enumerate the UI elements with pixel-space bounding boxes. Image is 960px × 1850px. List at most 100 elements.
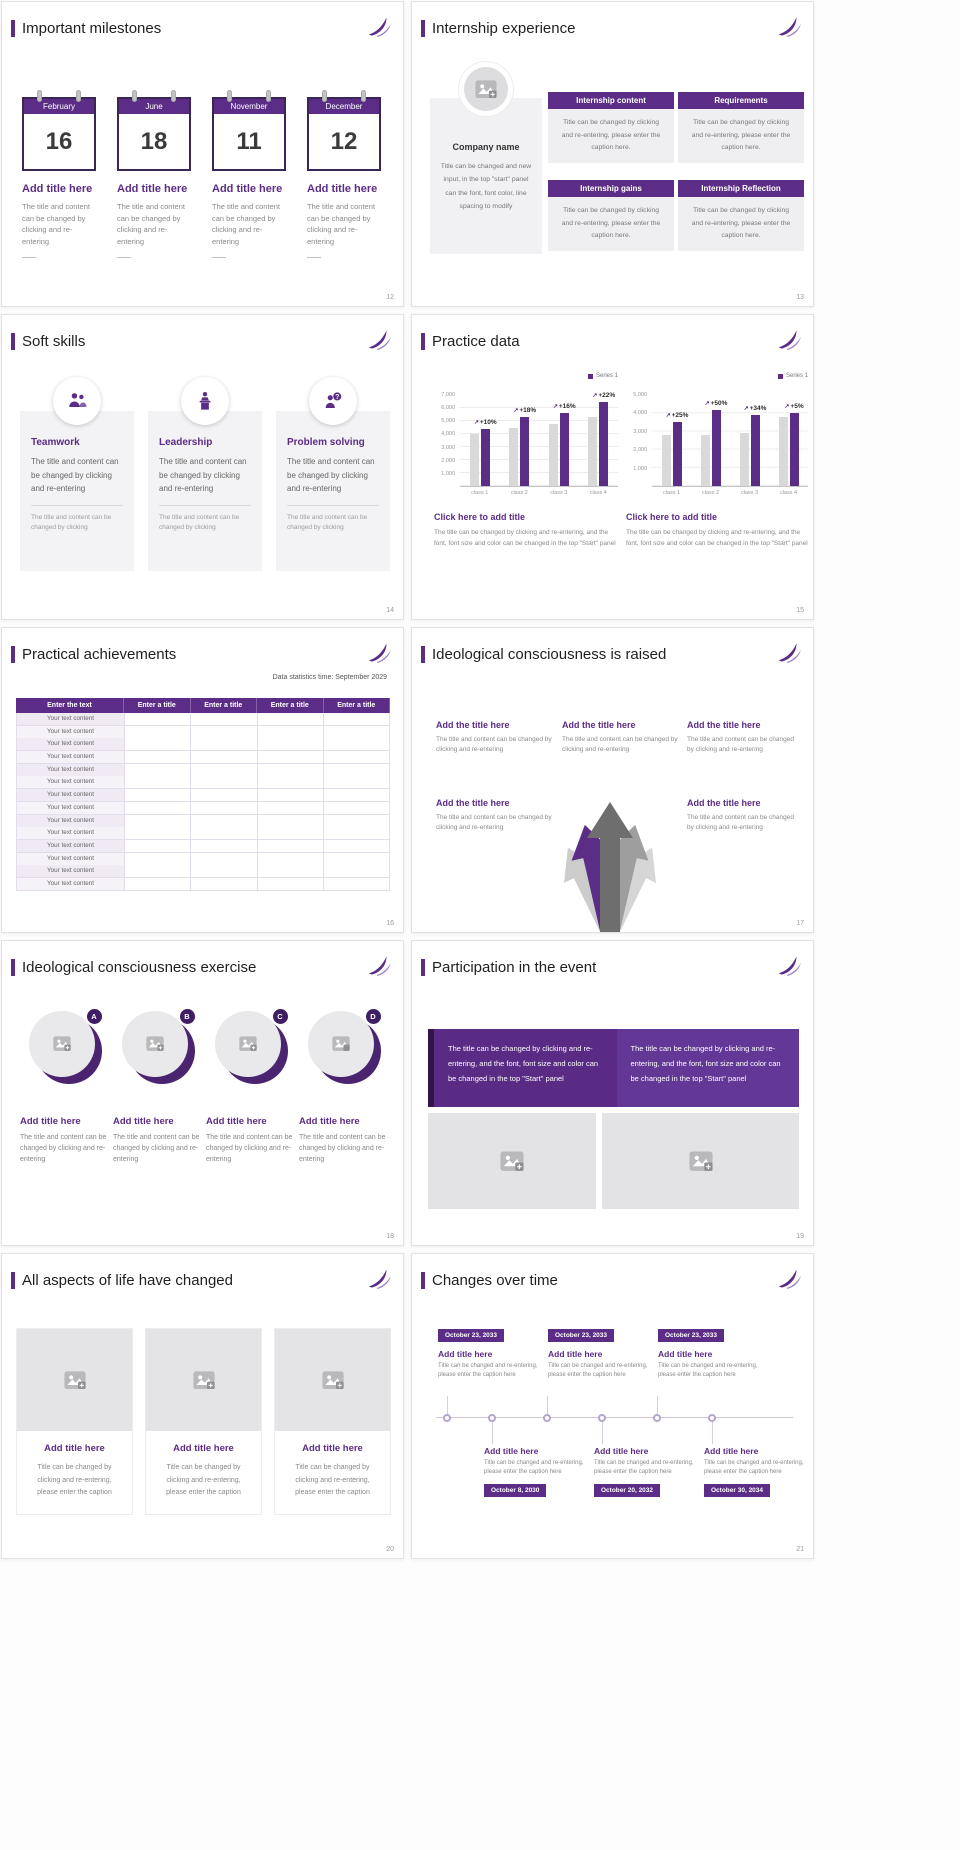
calendar-month: November: [214, 99, 284, 114]
calendar-clip-icon: [361, 90, 366, 102]
chart-cta[interactable]: Click here to add title: [434, 512, 526, 522]
slide-20-all-aspects-of-life-have-changed[interactable]: All aspects of life have changed Add tit…: [1, 1253, 404, 1559]
table-cell: [125, 877, 192, 891]
company-photo-placeholder[interactable]: [459, 62, 513, 116]
plot-area: ↗ +10% ↗ +18% ↗ +16% ↗ +22%: [460, 392, 618, 487]
growth-label: ↗ +10%: [473, 418, 497, 426]
item-body: Title can be changed and re-entering, pl…: [658, 1363, 758, 1379]
table-cell: [125, 776, 192, 790]
slide-14-soft-skills[interactable]: Soft skills Teamwork The title and conte…: [1, 314, 404, 620]
skill-card: Teamwork The title and content can be ch…: [20, 377, 134, 571]
table-cell: [125, 814, 192, 828]
timeline-item-top: October 23, 2033 Add title here Title ca…: [438, 1324, 538, 1381]
box-heading: Requirements: [678, 92, 804, 109]
box-heading: Internship content: [548, 92, 674, 109]
skill-footer: The title and content can be changed by …: [287, 513, 368, 532]
chart-legend: Series 1: [626, 371, 808, 381]
slide-19-participation-in-the-event[interactable]: Participation in the event The title can…: [411, 940, 814, 1246]
bar-group: ↗ +50%: [700, 395, 727, 486]
photo-placeholder[interactable]: [275, 1329, 390, 1431]
table-row-label: Your text content: [17, 725, 125, 739]
slide-title: Ideological consciousness is raised: [432, 646, 667, 663]
table-cell: [323, 839, 390, 853]
bar-group: ↗ +34%: [739, 395, 766, 486]
chart-caption: The title can be changed by clicking and…: [626, 529, 808, 548]
bar-group: ↗ +10%: [469, 395, 497, 486]
banner-text: The title can be changed by clicking and…: [434, 1029, 617, 1107]
page-number: 17: [796, 920, 804, 927]
table-header-cell: Enter the text: [16, 698, 124, 713]
bar-group: ↗ +16%: [548, 395, 576, 486]
slide-17-ideological-consciousness-raised[interactable]: Ideological consciousness is raised Add …: [411, 627, 814, 933]
box-body: Title can be changed by clicking and re-…: [548, 109, 674, 163]
item-body: Title can be changed and re-entering, pl…: [438, 1363, 538, 1379]
page-number: 21: [796, 1546, 804, 1553]
photo-placeholder[interactable]: A: [28, 1009, 102, 1084]
photo-placeholder[interactable]: [428, 1113, 596, 1209]
bar-before: [739, 433, 749, 486]
timeline-node: [653, 1413, 661, 1422]
image-placeholder-icon: [145, 1036, 164, 1052]
item-heading: Add title here: [594, 1446, 649, 1456]
brand-logo-icon: [778, 17, 801, 37]
teamwork-icon: [53, 377, 101, 425]
text-block: Add the title here The title and content…: [436, 798, 554, 834]
photo-placeholder[interactable]: B: [121, 1009, 195, 1084]
x-tick-label: class 1: [471, 490, 489, 496]
timeline-item-bottom: Add title here Title can be changed and …: [704, 1446, 804, 1497]
exercise-item: A Add title here The title and content c…: [20, 1009, 110, 1166]
y-tick-label: 5,000: [633, 392, 647, 398]
slide-grid: Important milestones February 16 Add tit…: [1, 1, 814, 1559]
y-tick-label: 3,000: [633, 428, 647, 435]
table-row: Your text content: [17, 865, 390, 879]
table-row: Your text content: [17, 776, 390, 790]
photo-placeholder[interactable]: [17, 1329, 132, 1431]
skill-body: The title and content can be changed by …: [287, 457, 375, 494]
photo-placeholder[interactable]: [602, 1113, 799, 1209]
timeline-node: [543, 1413, 551, 1422]
table-cell: [191, 713, 258, 726]
y-tick-label: 5,000: [441, 418, 455, 425]
table-cell: [323, 852, 390, 866]
slide-18-ideological-consciousness-exercise[interactable]: Ideological consciousness exercise A Add…: [1, 940, 404, 1246]
photo-placeholder[interactable]: C: [214, 1009, 288, 1084]
bar-series-1: ↗ +50%: [705, 400, 727, 486]
table-header-cell: Enter a title: [191, 698, 257, 713]
y-tick-label: 6,000: [441, 405, 455, 412]
image-placeholder-icon: [52, 1036, 71, 1052]
slide-15-practice-data[interactable]: Practice data Series 1 7,000 6,000 5,000 4,…: [411, 314, 814, 620]
slide-16-practical-achievements[interactable]: Practical achievements Data statistics t…: [1, 627, 404, 933]
photo-placeholder[interactable]: [146, 1329, 261, 1431]
slide-13-internship-experience[interactable]: Internship experience Company name Title…: [411, 1, 814, 307]
bar-chart-left: Series 1 7,000 6,000 5,000 4,000 3,000 2,000 1…: [434, 371, 618, 549]
chart-cta[interactable]: Click here to add title: [626, 512, 718, 522]
x-tick-label: class 4: [779, 490, 798, 496]
table-cell: [125, 827, 192, 841]
table-cell: [323, 751, 390, 765]
table-cell: [191, 738, 258, 752]
date-chip: October 8, 2030: [484, 1483, 547, 1497]
milestone-heading: Add title here: [212, 183, 283, 195]
photo-placeholder[interactable]: D: [307, 1009, 381, 1084]
achievements-table: Enter the text Enter a title Enter a tit…: [16, 698, 390, 891]
item-heading: Add title here: [438, 1349, 493, 1359]
image-placeholder-icon: [238, 1036, 257, 1052]
item-body: The title and content can be changed by …: [299, 1134, 386, 1164]
table-row-label: Your text content: [17, 827, 125, 841]
table-cell: [125, 801, 192, 815]
table-cell: [191, 763, 258, 777]
table-row-label: Your text content: [17, 814, 125, 828]
table-cell: [257, 865, 324, 879]
y-axis: 7,000 6,000 5,000 4,000 3,000 2,000 1,000: [434, 392, 458, 487]
calendar-day: 12: [330, 127, 358, 155]
slide-12-important-milestones[interactable]: Important milestones February 16 Add tit…: [1, 1, 404, 307]
title-accent-bar: [421, 20, 425, 37]
text-block: Add the title here The title and content…: [687, 720, 799, 756]
slide-21-changes-over-time[interactable]: Changes over time October 23, 2033 Add t…: [411, 1253, 814, 1559]
page-number: 16: [386, 920, 394, 927]
page-number: 15: [796, 607, 804, 614]
table-row: Your text content: [17, 763, 390, 777]
table-cell: [323, 738, 390, 752]
table-cell: [191, 877, 258, 891]
brand-logo-icon: [778, 956, 801, 976]
